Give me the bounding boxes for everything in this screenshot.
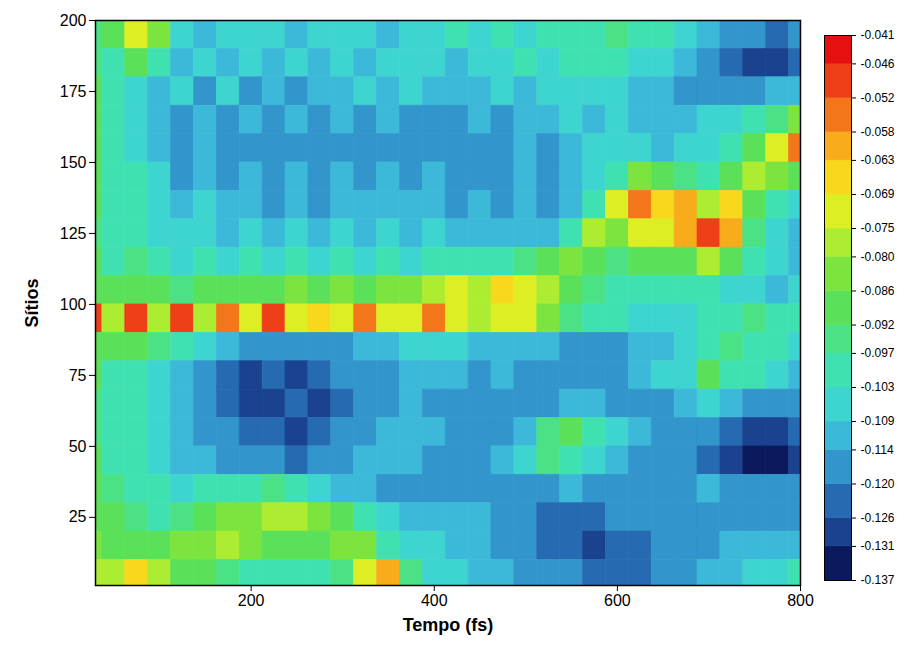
svg-text:-0.069: -0.069: [861, 187, 895, 201]
svg-text:100: 100: [60, 296, 87, 313]
svg-text:-0.075: -0.075: [861, 221, 895, 235]
svg-text:200: 200: [238, 592, 265, 609]
svg-text:400: 400: [421, 592, 448, 609]
svg-text:-0.063: -0.063: [861, 153, 895, 167]
svg-text:175: 175: [60, 83, 87, 100]
svg-text:200: 200: [60, 12, 87, 29]
svg-text:-0.097: -0.097: [861, 346, 895, 360]
svg-text:-0.114: -0.114: [861, 443, 894, 457]
svg-text:Sítios: Sítios: [22, 278, 42, 327]
svg-text:-0.041: -0.041: [861, 28, 895, 42]
svg-text:50: 50: [69, 437, 87, 454]
svg-text:-0.052: -0.052: [861, 91, 895, 105]
svg-text:800: 800: [787, 592, 814, 609]
svg-text:-0.058: -0.058: [861, 125, 895, 139]
svg-text:-0.126: -0.126: [861, 511, 895, 525]
svg-text:-0.137: -0.137: [861, 573, 895, 587]
svg-text:25: 25: [69, 508, 87, 525]
svg-text:-0.109: -0.109: [861, 414, 895, 428]
svg-text:-0.092: -0.092: [861, 318, 895, 332]
svg-text:150: 150: [60, 154, 87, 171]
svg-text:-0.131: -0.131: [861, 539, 895, 553]
svg-text:125: 125: [60, 225, 87, 242]
svg-text:-0.103: -0.103: [861, 380, 895, 394]
svg-text:-0.080: -0.080: [861, 250, 895, 264]
svg-text:-0.046: -0.046: [861, 57, 895, 71]
svg-text:-0.086: -0.086: [861, 284, 895, 298]
svg-text:600: 600: [604, 592, 631, 609]
svg-text:-0.120: -0.120: [861, 477, 895, 491]
svg-text:75: 75: [69, 367, 87, 384]
svg-text:Tempo (fs): Tempo (fs): [403, 615, 494, 635]
